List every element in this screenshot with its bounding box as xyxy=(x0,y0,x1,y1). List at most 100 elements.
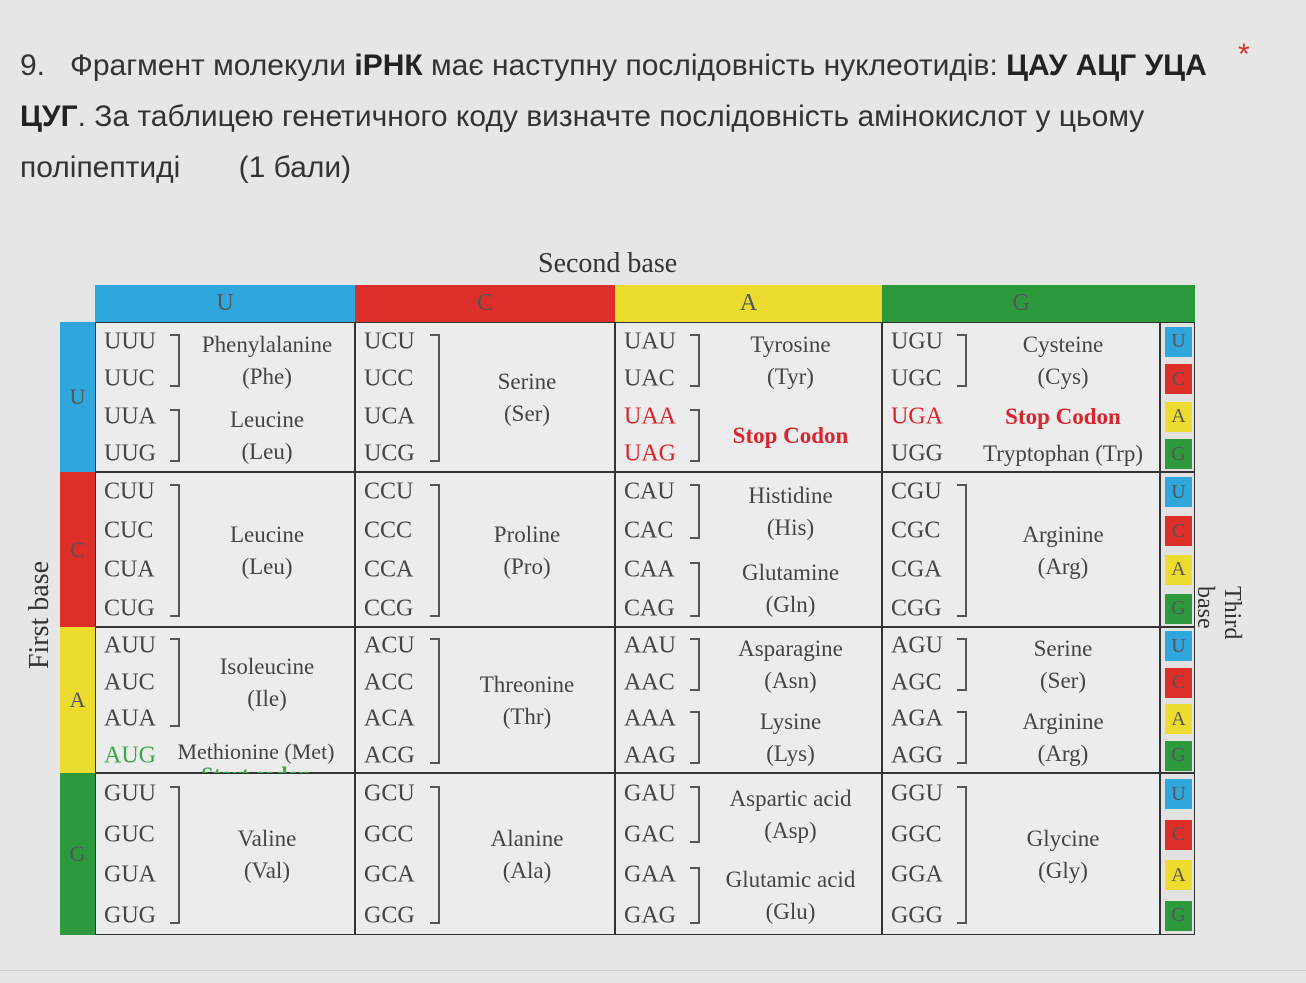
amino-acid-text: (Leu) xyxy=(241,553,293,579)
third-base-U: U xyxy=(1165,326,1192,357)
codon: AGC xyxy=(891,669,942,696)
amino-acid-label: Alanine (Ala) xyxy=(491,823,564,887)
codon-bracket xyxy=(170,484,180,617)
first-base-C: C xyxy=(60,472,95,627)
amino-acid-label: Leucine (Leu) xyxy=(230,519,304,583)
amino-acid-text: Asparagine xyxy=(738,635,843,661)
amino-acid-text: Cysteine xyxy=(1022,331,1104,357)
codon-bracket xyxy=(690,638,700,691)
amino-acid-text: Aspartic acid xyxy=(729,785,852,811)
first-base-G: G xyxy=(60,773,95,935)
amino-acid-text: (Ser) xyxy=(1040,667,1086,693)
header-right-corner xyxy=(1160,285,1195,322)
codon-bracket xyxy=(170,786,180,924)
codon-bracket xyxy=(690,408,700,463)
amino-acid-text: Threonine xyxy=(479,672,575,697)
third-base-A: A xyxy=(1165,554,1192,585)
amino-acid-text: Alanine xyxy=(490,826,564,851)
codon-bracket xyxy=(690,711,700,764)
codon: UAU xyxy=(624,328,676,355)
mrna-sequence: ЦАУ АЦГ УЦА ЦУГ xyxy=(20,49,1207,133)
amino-acid-label: Glutamine (Gln) xyxy=(742,557,839,621)
third-base-G: G xyxy=(1165,740,1192,771)
codon: UUC xyxy=(104,365,155,392)
amino-acid-label: Glutamic acid (Glu) xyxy=(726,864,856,928)
codon: CUG xyxy=(104,595,155,622)
amino-acid-text: (Pro) xyxy=(503,553,551,579)
codon: CGA xyxy=(891,556,942,583)
codon-bracket xyxy=(957,711,967,764)
codon: ACU xyxy=(364,632,415,659)
codon: GCC xyxy=(364,821,414,848)
codon-bracket xyxy=(690,786,700,843)
codon-bracket xyxy=(690,484,700,540)
codon-cell: GAU GAC GAA GAG Aspartic acid (Asp) Glutamic a… xyxy=(615,773,882,935)
codon-cell: AGU AGC AGA AGG Serine (Ser) Arginine (Arg) xyxy=(882,627,1160,773)
codon: AGU xyxy=(891,632,943,659)
third-base-A: A xyxy=(1165,401,1192,432)
codon: UUG xyxy=(104,440,156,467)
codon-cell: ACU ACC ACA ACG Threonine (Thr) xyxy=(355,627,615,773)
codon: UUU xyxy=(104,328,156,355)
codon: UCC xyxy=(364,365,414,392)
amino-acid-label: Leucine (Leu) xyxy=(230,404,304,468)
codon: AUG xyxy=(104,742,156,769)
third-base-U: U xyxy=(1165,779,1192,810)
codon: AAC xyxy=(624,669,675,696)
codon: GUC xyxy=(104,821,155,848)
codon-bracket xyxy=(430,786,440,924)
required-mark: * xyxy=(1238,38,1250,71)
codon: GGA xyxy=(891,861,943,888)
amino-acid-text: (Glu) xyxy=(765,898,816,924)
amino-acid-text: (Gly) xyxy=(1038,858,1088,883)
codon-cell: AAU AAC AAA AAG Asparagine (Asn) Lysine (Lys) xyxy=(615,627,882,773)
second-base-header-U: U xyxy=(95,285,355,324)
codon: GGU xyxy=(891,780,943,807)
amino-acid-text: (Leu) xyxy=(241,438,293,464)
codon-bracket xyxy=(430,333,440,463)
question-text: 9. Фрагмент молекули іРНК має наступну п… xyxy=(20,40,1280,193)
second-base-label: Second base xyxy=(538,248,678,279)
third-base-label: Third base xyxy=(1192,586,1245,640)
first-base-A: A xyxy=(60,627,95,773)
third-base-A: A xyxy=(1165,860,1192,891)
amino-acid-text: Serine xyxy=(497,369,557,394)
amino-acid-text: Methionine (Met) xyxy=(177,738,335,764)
amino-acid-label: Isoleucine (Ile) xyxy=(220,651,315,715)
codon-cell: GCU GCC GCA GCG Alanine (Ala) xyxy=(355,773,615,935)
codon: ACG xyxy=(364,742,415,769)
amino-acid-text: Serine xyxy=(1033,635,1093,661)
first-base-label: First base xyxy=(24,560,55,670)
amino-acid-text: (Thr) xyxy=(502,704,552,729)
codon: GAC xyxy=(624,821,675,848)
codon: GGG xyxy=(891,902,943,929)
codon-bracket xyxy=(957,638,967,691)
amino-acid-text: (Asp) xyxy=(764,817,817,843)
amino-acid-text: (Asn) xyxy=(764,667,817,693)
codon: GCU xyxy=(364,780,415,807)
codon: GUU xyxy=(104,780,156,807)
codon-cell: UGU UGC UGA UGG Cysteine (Cys) Stop Codon Trypt… xyxy=(882,322,1160,472)
codon-cell: UUU UUC UUA UUG Phenylalanine (Phe) Leucine (Le… xyxy=(95,322,355,472)
codon-cell: CUU CUC CUA CUG Leucine (Leu) xyxy=(95,472,355,627)
codon: CGC xyxy=(891,517,941,544)
codon: UAA xyxy=(624,403,676,430)
codon: AGG xyxy=(891,742,943,769)
codon: UCU xyxy=(364,328,415,355)
amino-acid-label: Tryptophan (Trp) xyxy=(983,438,1143,470)
amino-acid-text: (Ala) xyxy=(502,858,552,883)
amino-acid-text: Phenylalanine xyxy=(201,331,333,357)
amino-acid-text: (His) xyxy=(766,514,815,540)
codon-cell: UCU UCC UCA UCG Serine (Ser) xyxy=(355,322,615,472)
codon: ACC xyxy=(364,669,414,696)
codon: CAU xyxy=(624,478,675,505)
third-base-G: G xyxy=(1165,593,1192,624)
amino-acid-text: (Lys) xyxy=(766,740,815,766)
amino-acid-text: Glutamine xyxy=(741,560,840,586)
question-bold: іРНК xyxy=(354,49,423,82)
amino-acid-text: Valine xyxy=(237,826,297,851)
amino-acid-text: (Tyr) xyxy=(767,363,814,389)
codon-bracket xyxy=(690,333,700,388)
third-base-A: A xyxy=(1165,704,1192,735)
